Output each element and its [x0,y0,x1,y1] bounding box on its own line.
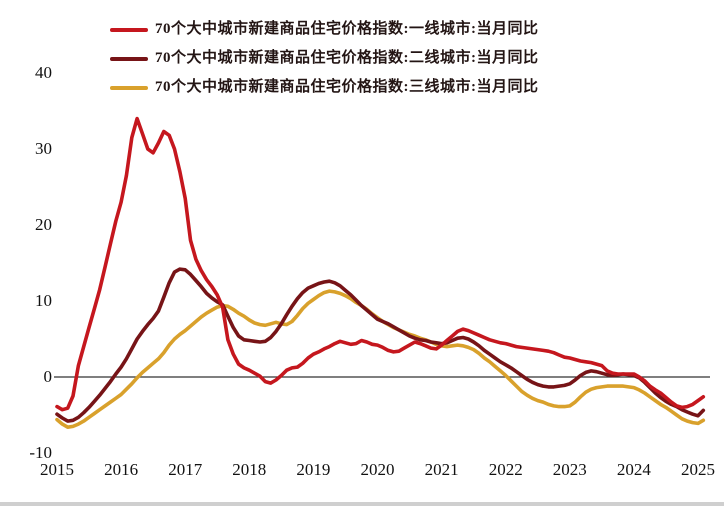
y-tick-label: 0 [43,367,53,386]
legend-item-first-tier: 70个大中城市新建商品住宅价格指数:一线城市:当月同比 [110,19,539,40]
legend-line-swatch-second-tier [110,56,148,61]
bottom-edge-strip [0,502,724,506]
x-tick-label: 2020 [360,460,395,479]
x-tick-label: 2018 [232,460,267,479]
x-tick-label: 2025 [681,460,715,479]
legend-label-third-tier: 70个大中城市新建商品住宅价格指数:三线城市:当月同比 [155,79,539,95]
y-tick-label: 30 [35,139,52,158]
legend-label-first-tier: 70个大中城市新建商品住宅价格指数:一线城市:当月同比 [155,21,539,37]
series-line-third-tier [55,289,706,430]
series-line-second-tier [55,267,706,423]
x-tick-label: 2019 [296,460,331,479]
y-tick-label: 20 [35,215,52,234]
legend-line-swatch-first-tier [110,27,148,32]
y-tick-label: 10 [35,291,52,310]
y-tick-label: -10 [29,443,52,462]
x-tick-label: 2017 [168,460,203,479]
legend-item-third-tier: 70个大中城市新建商品住宅价格指数:三线城市:当月同比 [110,77,539,98]
x-tick-label: 2021 [424,460,459,479]
legend-line-swatch-third-tier [110,85,148,90]
x-tick-label: 2015 [40,460,74,479]
x-tick-label: 2022 [488,460,523,479]
y-tick-label: 40 [35,63,52,82]
x-tick-label: 2023 [552,460,587,479]
legend-label-second-tier: 70个大中城市新建商品住宅价格指数:二线城市:当月同比 [155,50,539,66]
series-line-first-tier [55,116,706,412]
legend-item-second-tier: 70个大中城市新建商品住宅价格指数:二线城市:当月同比 [110,48,539,69]
x-tick-label: 2016 [104,460,139,479]
chart-legend: 70个大中城市新建商品住宅价格指数:一线城市:当月同比 70个大中城市新建商品住… [110,19,539,98]
x-tick-label: 2024 [616,460,651,479]
